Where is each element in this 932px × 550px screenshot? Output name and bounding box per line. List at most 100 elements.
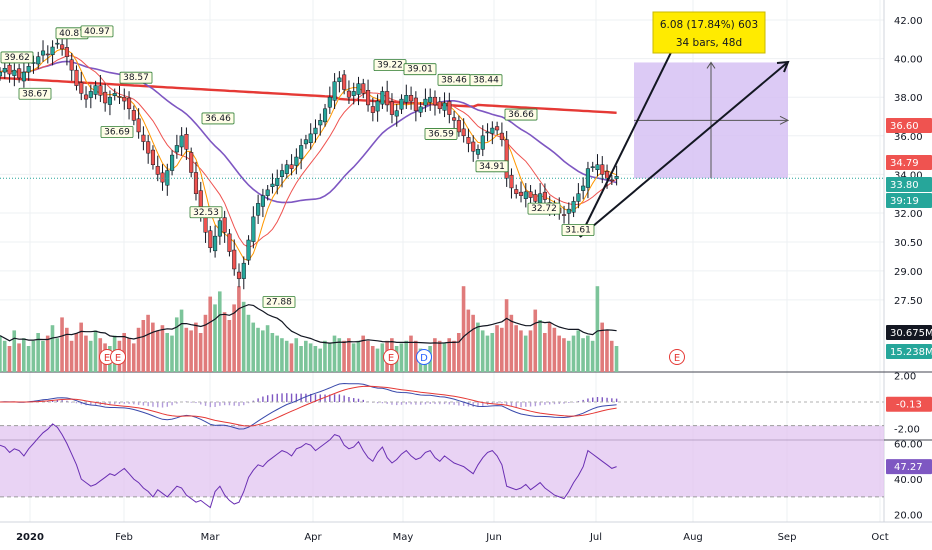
candle[interactable] <box>332 73 337 109</box>
candle[interactable] <box>208 225 213 253</box>
candle[interactable] <box>213 225 218 258</box>
candle[interactable] <box>490 121 495 145</box>
event-marker[interactable]: E <box>110 349 126 365</box>
candle[interactable] <box>461 118 466 143</box>
candle[interactable] <box>45 45 50 64</box>
candle[interactable] <box>21 61 26 88</box>
candle[interactable] <box>279 163 285 188</box>
candle[interactable] <box>74 65 79 91</box>
candle[interactable] <box>303 134 308 149</box>
candle[interactable] <box>141 126 146 151</box>
candle[interactable] <box>504 130 509 187</box>
candle[interactable] <box>404 84 409 109</box>
candle[interactable] <box>117 85 122 104</box>
candle[interactable] <box>327 86 332 114</box>
candle[interactable] <box>566 202 571 225</box>
candle[interactable] <box>581 177 586 200</box>
candle[interactable] <box>409 86 414 110</box>
candle[interactable] <box>480 125 485 157</box>
candle[interactable] <box>246 235 251 265</box>
candle[interactable] <box>375 94 380 122</box>
candle[interactable] <box>366 79 371 112</box>
candle[interactable] <box>518 181 524 203</box>
candle[interactable] <box>495 121 500 135</box>
candle[interactable] <box>275 169 280 195</box>
candle[interactable] <box>40 40 46 62</box>
candle[interactable] <box>561 205 567 224</box>
candle[interactable] <box>88 84 93 109</box>
candle[interactable] <box>370 97 375 122</box>
candle[interactable] <box>605 164 610 189</box>
candle[interactable] <box>64 38 69 66</box>
candle[interactable] <box>600 156 605 184</box>
candle[interactable] <box>590 161 595 172</box>
candle[interactable] <box>17 63 22 83</box>
candle[interactable] <box>466 128 471 153</box>
candle[interactable] <box>356 76 361 106</box>
candle[interactable] <box>595 154 600 177</box>
candle[interactable] <box>179 127 184 156</box>
candle[interactable] <box>509 168 514 199</box>
candle[interactable] <box>112 88 117 101</box>
candle[interactable] <box>69 53 74 81</box>
candle[interactable] <box>241 256 246 290</box>
candle[interactable] <box>136 108 141 139</box>
candle[interactable] <box>342 69 347 95</box>
candle[interactable] <box>475 144 481 160</box>
candle[interactable] <box>389 93 395 124</box>
candle[interactable] <box>485 123 490 142</box>
candle[interactable] <box>284 159 289 179</box>
candle[interactable] <box>150 145 156 170</box>
candle[interactable] <box>437 97 442 114</box>
candle[interactable] <box>165 163 170 196</box>
price-axis[interactable]: 42.00 40.00 38.00 36.00 34.00 32.00 30.50 29.00… <box>894 16 923 522</box>
candle[interactable] <box>571 196 576 218</box>
candle[interactable] <box>499 122 504 147</box>
candle[interactable] <box>127 91 132 120</box>
candle[interactable] <box>294 148 299 175</box>
candle[interactable] <box>193 161 199 201</box>
candle[interactable] <box>423 88 428 113</box>
candle[interactable] <box>576 183 581 209</box>
candle[interactable] <box>155 155 160 182</box>
candle[interactable] <box>0 67 3 81</box>
candle[interactable] <box>413 91 418 122</box>
candle[interactable] <box>222 210 227 243</box>
candle[interactable] <box>232 239 237 276</box>
candle[interactable] <box>380 86 385 109</box>
candle[interactable] <box>107 90 112 116</box>
candle[interactable] <box>609 174 614 186</box>
candle[interactable] <box>447 92 452 124</box>
candle[interactable] <box>452 110 457 131</box>
candle[interactable] <box>346 80 351 104</box>
candle[interactable] <box>174 134 179 159</box>
event-marker[interactable]: E <box>383 349 399 365</box>
candle[interactable] <box>418 102 423 118</box>
time-axis[interactable]: 2020 Feb Mar Apr May Jun Jul Aug Sep Oct <box>16 532 889 543</box>
candle[interactable] <box>98 75 103 103</box>
candle[interactable] <box>160 164 165 191</box>
candle[interactable] <box>523 183 528 208</box>
candle[interactable] <box>236 263 242 288</box>
candle[interactable] <box>93 80 98 100</box>
candle[interactable] <box>399 94 404 114</box>
candle[interactable] <box>614 165 619 186</box>
candle[interactable] <box>351 82 356 105</box>
candle[interactable] <box>256 194 261 225</box>
candle[interactable] <box>83 86 89 108</box>
candle[interactable] <box>394 103 399 127</box>
candle[interactable] <box>50 40 55 66</box>
candle[interactable] <box>55 38 60 49</box>
candle[interactable] <box>361 78 366 99</box>
trend-line-steep[interactable] <box>579 17 689 238</box>
trend-line-shallow[interactable] <box>579 61 789 238</box>
candle[interactable] <box>289 154 294 176</box>
candle[interactable] <box>299 138 304 170</box>
candle[interactable] <box>514 184 519 199</box>
candle[interactable] <box>318 113 323 136</box>
candle[interactable] <box>251 206 256 249</box>
candle[interactable] <box>79 71 84 101</box>
candle[interactable] <box>428 88 433 111</box>
